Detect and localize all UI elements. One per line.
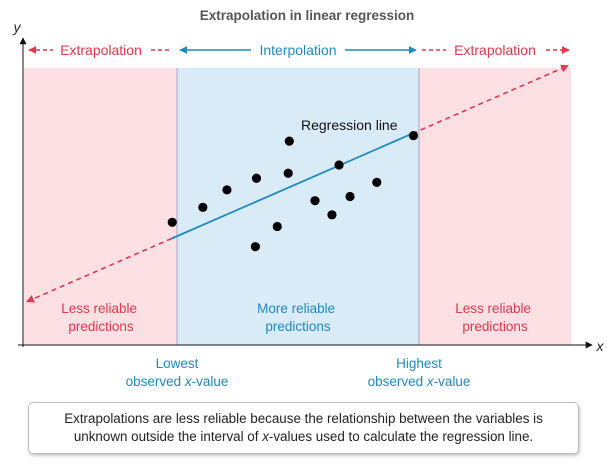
regression-diagram: Extrapolation in linear regression Extra… xyxy=(13,8,605,389)
lowest-label-line-1: Lowest xyxy=(156,356,199,371)
regression-line-label: Regression line xyxy=(301,117,398,133)
middle-reliability-note: More reliable predictions xyxy=(257,301,339,334)
right-extrapolation-label: Extrapolation xyxy=(454,42,536,58)
data-point-14 xyxy=(408,130,419,141)
left-note-line-1: Less reliable xyxy=(61,301,137,316)
data-point-13 xyxy=(372,177,382,188)
data-point-11 xyxy=(334,160,344,170)
left-reliability-note: Less reliable predictions xyxy=(61,301,141,334)
lowest-label-prefix: observed xyxy=(126,374,185,389)
left-note-line-2: predictions xyxy=(68,319,134,334)
lowest-label-suffix: -value xyxy=(192,374,229,389)
dashed-extrapolation-right xyxy=(412,64,569,135)
data-point-7 xyxy=(283,168,293,178)
highest-label-suffix: -value xyxy=(434,374,471,389)
lowest-x-label: Lowest xyxy=(156,356,199,371)
caption-line-2-prefix: unknown outside the interval of xyxy=(73,429,263,444)
diagram-title: Extrapolation in linear regression xyxy=(200,8,415,23)
caption-line-1: Extrapolations are less reliable because… xyxy=(64,411,543,426)
highest-label-var: x xyxy=(426,374,435,389)
middle-note-line-2: predictions xyxy=(265,319,331,334)
caption-line-2-var: x xyxy=(262,429,269,444)
data-point-10 xyxy=(327,210,337,220)
right-note-line-1: Less reliable xyxy=(455,301,531,316)
data-point-9 xyxy=(310,196,320,206)
data-point-12 xyxy=(345,191,355,202)
highest-label-prefix: observed xyxy=(368,374,427,389)
regression-line xyxy=(171,132,413,240)
lowest-x-label-line-2: observed x-value xyxy=(126,374,229,389)
data-point-4 xyxy=(250,242,260,252)
caption-line-2-suffix: -values used to calculate the regression… xyxy=(268,429,534,444)
data-point-2 xyxy=(198,202,208,212)
interpolation-label: Interpolation xyxy=(259,42,336,58)
interpolation-region xyxy=(177,68,419,345)
middle-note-line-1: More reliable xyxy=(257,301,335,316)
x-axis-label: x xyxy=(596,338,605,354)
highest-x-label: Highest xyxy=(396,356,442,371)
data-point-6 xyxy=(272,221,282,232)
right-reliability-note: Less reliable predictions xyxy=(455,301,535,334)
regression-line-group xyxy=(171,132,413,240)
caption-line-2: unknown outside the interval of x-values… xyxy=(39,428,568,446)
highest-x-label-line-2: observed x-value xyxy=(368,374,471,389)
data-point-1 xyxy=(167,217,177,227)
right-note-line-2: predictions xyxy=(462,319,528,334)
dashed-line-right xyxy=(412,64,569,135)
left-extrapolation-label: Extrapolation xyxy=(60,42,142,58)
data-point-5 xyxy=(251,173,262,183)
data-point-8 xyxy=(284,136,294,146)
left-extrapolation-region xyxy=(24,68,177,345)
y-axis-label: y xyxy=(13,19,22,35)
data-point-3 xyxy=(222,185,232,195)
highest-label-line-1: Highest xyxy=(396,356,442,371)
right-extrapolation-region xyxy=(419,68,571,345)
lowest-label-var: x xyxy=(184,374,193,389)
caption-box: Extrapolations are less reliable because… xyxy=(28,402,579,454)
data-points xyxy=(167,130,419,252)
